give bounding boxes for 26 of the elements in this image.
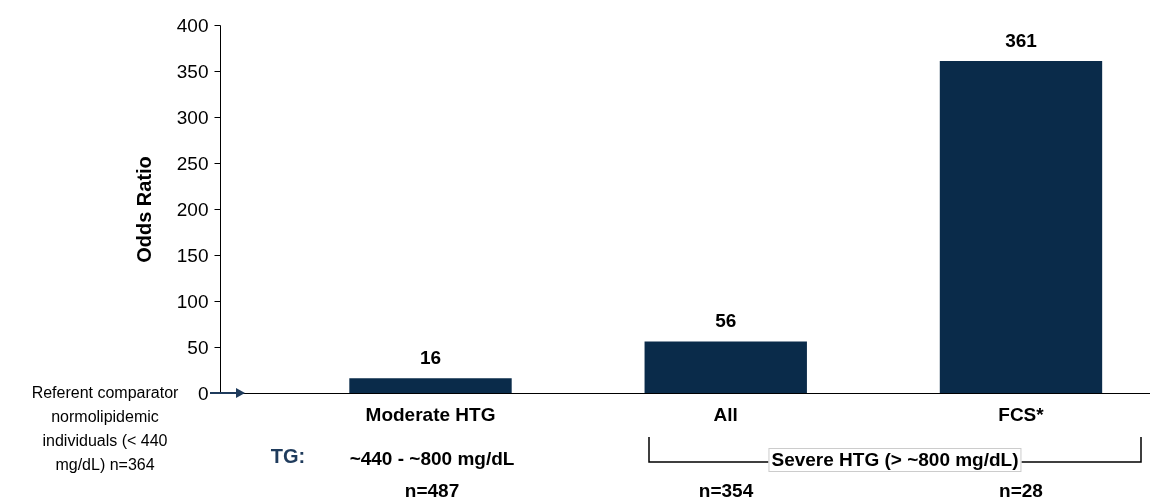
bar — [939, 60, 1103, 393]
x-tick-label: FCS* — [998, 403, 1045, 425]
y-tick-label: 300 — [176, 106, 209, 128]
y-tick-label: 350 — [176, 60, 209, 82]
y-tick-label: 100 — [176, 290, 209, 312]
x-tick-label: All — [713, 403, 738, 425]
y-tick-label: 250 — [176, 152, 209, 174]
text: Referent comparator normolipidemic individuals (< 440 mg/dL) n=364 — [30, 383, 180, 475]
x-tick-label: Moderate HTG — [365, 403, 496, 425]
y-tick-label: 200 — [176, 198, 209, 220]
y-tick-label: 0 — [197, 382, 209, 404]
text: n=487 — [404, 480, 460, 502]
text: Severe HTG (> ~800 mg/dL) — [768, 448, 1022, 472]
data-label: 361 — [1005, 29, 1038, 51]
data-label: 16 — [419, 347, 442, 369]
text: n=28 — [999, 480, 1043, 502]
text: ~440 - ~800 mg/dL — [349, 448, 515, 470]
y-tick-label: 400 — [176, 14, 209, 36]
text: TG: — [270, 445, 306, 468]
y-tick-label: 50 — [187, 336, 209, 358]
y-tick-label: 150 — [176, 244, 209, 266]
bar — [644, 341, 807, 393]
data-label: 56 — [715, 310, 737, 332]
text: n=354 — [698, 480, 754, 502]
y-axis-title: Odds Ratio — [132, 156, 155, 263]
bar — [349, 378, 512, 393]
